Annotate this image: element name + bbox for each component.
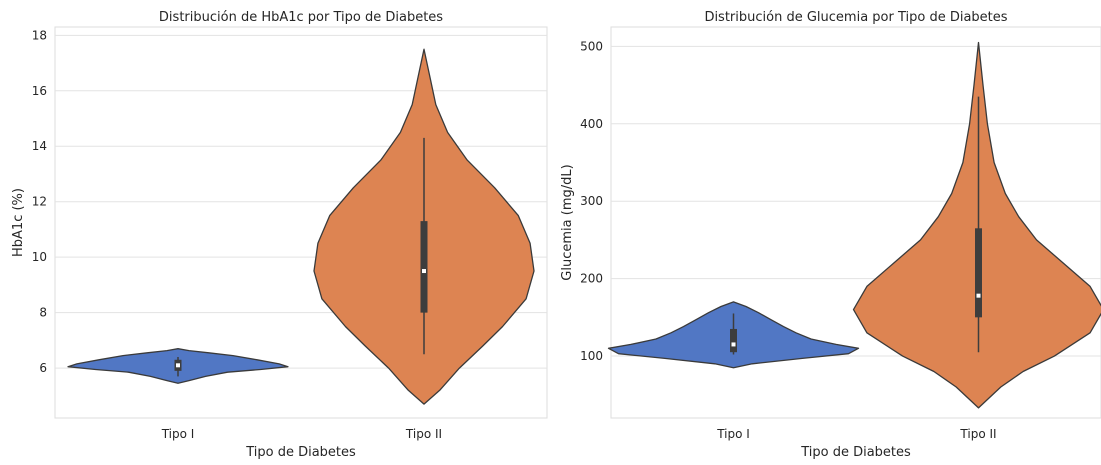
violin-median — [976, 293, 981, 298]
x-tick-label: Tipo II — [959, 427, 996, 441]
violin-tipo-ii — [852, 41, 1101, 409]
x-tick-label: Tipo II — [405, 427, 442, 441]
y-tick-label: 6 — [39, 361, 47, 375]
y-tick-label: 200 — [580, 272, 603, 286]
violin-box — [730, 328, 737, 353]
violin-box — [420, 221, 428, 313]
violin-box — [975, 228, 982, 318]
chart-title: Distribución de Glucemia por Tipo de Dia… — [704, 10, 1007, 25]
chart-panel-1: 6 8 10 12 14 16 18 Tipo I Tipo II Distribución de… — [11, 10, 548, 460]
chart-panel-2: 100 200 300 400 500 Tipo I Tipo II Distribución… — [560, 10, 1101, 460]
x-tick-label: Tipo I — [716, 427, 750, 441]
y-axis-label: Glucemia (mg/dL) — [560, 164, 575, 280]
violin-median — [176, 363, 180, 368]
y-tick-label: 400 — [580, 117, 603, 131]
y-tick-label: 100 — [580, 349, 603, 363]
x-tick-label: Tipo I — [161, 427, 195, 441]
y-tick-label: 300 — [580, 194, 603, 208]
y-tick-label: 12 — [32, 195, 47, 209]
y-tick-label: 16 — [32, 84, 47, 98]
y-tick-label: 14 — [32, 139, 47, 153]
violin-median — [731, 342, 736, 347]
x-axis-label: Tipo de Diabetes — [245, 445, 356, 460]
y-tick-label: 18 — [32, 28, 47, 42]
violin-median — [422, 269, 426, 274]
x-axis-label: Tipo de Diabetes — [800, 445, 911, 460]
y-axis-label: HbA1c (%) — [11, 188, 26, 257]
chart-title: Distribución de HbA1c por Tipo de Diabet… — [159, 10, 443, 25]
y-tick-label: 8 — [39, 306, 47, 320]
y-tick-label: 10 — [32, 250, 47, 264]
y-tick-label: 500 — [580, 39, 603, 53]
